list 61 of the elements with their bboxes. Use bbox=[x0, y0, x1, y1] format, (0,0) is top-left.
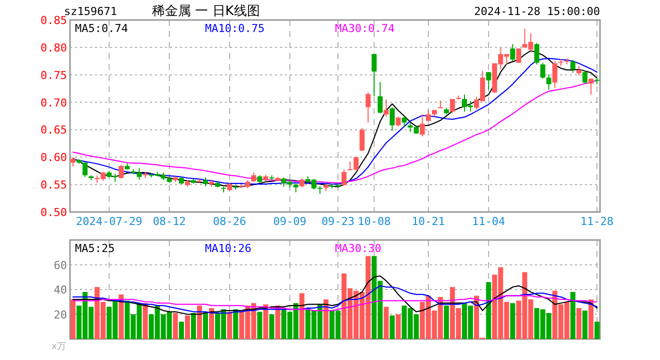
bar bbox=[444, 306, 449, 339]
chart-subtitle: sz159671 bbox=[64, 5, 117, 18]
bar bbox=[118, 294, 124, 339]
y-tick-label: 40 bbox=[54, 284, 67, 296]
x-tick-label: 2024-07-29 bbox=[76, 215, 142, 228]
bar bbox=[275, 306, 280, 339]
y-tick-label: 0.85 bbox=[40, 14, 67, 27]
x-tick-label: 08-26 bbox=[213, 215, 246, 228]
bar bbox=[570, 292, 576, 339]
line-series bbox=[72, 285, 598, 314]
line-series bbox=[72, 275, 598, 315]
y-tick-label: 0.55 bbox=[40, 178, 67, 192]
bar bbox=[269, 314, 274, 339]
bar bbox=[184, 315, 190, 339]
bar bbox=[227, 312, 232, 339]
y-tick-label: 0.50 bbox=[40, 206, 67, 219]
bar bbox=[196, 306, 202, 339]
y-tick-label: 0.75 bbox=[40, 68, 67, 82]
y-tick-label: 0.70 bbox=[40, 96, 67, 110]
bar bbox=[396, 314, 401, 339]
bar bbox=[142, 303, 148, 339]
text: MA5:0.74 bbox=[75, 22, 128, 35]
bar bbox=[209, 308, 214, 339]
bar bbox=[178, 322, 184, 339]
line-series bbox=[72, 295, 598, 312]
bar bbox=[323, 299, 328, 339]
y-tick-label: 20 bbox=[54, 308, 67, 322]
y-tick-label: 0.60 bbox=[40, 151, 67, 164]
text: MA10:0.75 bbox=[205, 22, 265, 35]
x-tick-label: 09-09 bbox=[273, 215, 306, 228]
x-tick-label: 11-28 bbox=[580, 215, 614, 228]
x-tick-label: 08-12 bbox=[152, 215, 186, 228]
bar bbox=[390, 315, 395, 339]
x-tick-label: 09-23 bbox=[321, 215, 355, 228]
bar bbox=[233, 309, 238, 339]
chart-title: 稀金属 一 日K线图 bbox=[152, 4, 260, 19]
text: 2024-11-28 15:00:00 bbox=[474, 5, 600, 18]
text: MA30:30 bbox=[335, 242, 382, 255]
y-tick-label: 0.65 bbox=[40, 124, 67, 137]
bar bbox=[70, 299, 76, 339]
bar bbox=[203, 312, 208, 339]
bar bbox=[582, 310, 588, 339]
bar bbox=[510, 303, 516, 339]
x-tick-label: 11-04 bbox=[472, 215, 506, 228]
bar bbox=[257, 312, 262, 339]
bar bbox=[299, 293, 304, 339]
text: MA10:26 bbox=[205, 242, 252, 255]
y-tick-label: 0.80 bbox=[40, 41, 67, 54]
y-tick-label: 60 bbox=[54, 258, 67, 272]
x-tick-label: 10-21 bbox=[412, 215, 445, 228]
bar bbox=[190, 313, 196, 339]
bar bbox=[588, 299, 594, 339]
y-axis-title: x万 bbox=[52, 342, 66, 352]
x-tick-label: 10-08 bbox=[358, 215, 391, 228]
bar bbox=[172, 313, 178, 339]
bar bbox=[486, 282, 492, 339]
text: MA30:0.74 bbox=[335, 22, 395, 35]
bar bbox=[384, 306, 389, 339]
text: MA5:25 bbox=[75, 242, 115, 255]
bar bbox=[576, 308, 582, 339]
bar bbox=[594, 322, 600, 339]
